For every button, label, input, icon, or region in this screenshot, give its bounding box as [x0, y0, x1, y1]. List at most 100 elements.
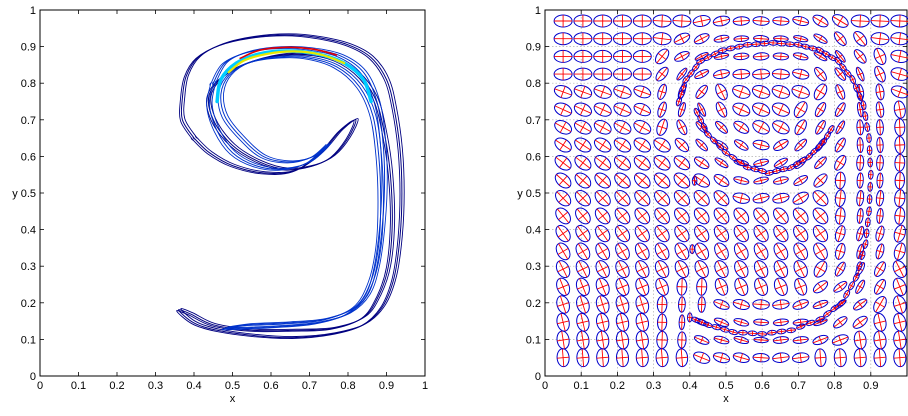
ellipse-minor-axis [825, 134, 830, 138]
metric-ellipse [694, 224, 710, 243]
ellipse-minor-axis [756, 211, 767, 221]
metric-ellipse [712, 352, 731, 364]
metric-ellipse [653, 172, 671, 189]
metric-ellipse [556, 330, 570, 350]
metric-ellipse [553, 84, 573, 99]
metric-ellipse [773, 224, 789, 243]
metric-ellipse [875, 83, 885, 101]
metric-ellipse [654, 189, 671, 207]
ellipse-minor-axis [779, 353, 782, 363]
metric-ellipse [864, 217, 871, 228]
ellipse-minor-axis [559, 157, 568, 168]
metric-ellipse [733, 176, 750, 185]
metric-ellipse [873, 312, 887, 332]
metric-ellipse [860, 100, 867, 111]
ellipse-minor-axis [720, 53, 723, 60]
ellipse-minor-axis [835, 197, 846, 200]
ellipse-minor-axis [799, 353, 802, 363]
metric-ellipse [793, 175, 809, 186]
ellipse-minor-axis [658, 139, 666, 151]
metric-ellipse [834, 261, 846, 277]
ellipse-minor-axis [894, 214, 905, 217]
ellipse-minor-axis [790, 327, 792, 333]
metric-ellipse [771, 102, 790, 117]
ellipse-outline [812, 207, 829, 225]
ellipse-minor-axis [818, 336, 823, 344]
x-tick-label: 0.6 [755, 380, 770, 392]
ellipse-outline [693, 207, 710, 225]
ellipse-outline [633, 137, 652, 153]
ellipse-minor-axis [638, 139, 646, 151]
ellipse-outline [752, 139, 770, 151]
metric-ellipse [654, 224, 670, 243]
metric-ellipse [732, 352, 750, 363]
metric-ellipse [615, 312, 630, 332]
metric-ellipse [696, 277, 708, 296]
ellipse-minor-axis [817, 125, 824, 130]
ellipse-minor-axis [861, 104, 866, 107]
metric-ellipse [615, 330, 630, 350]
plot-frame [544, 9, 908, 377]
ellipse-minor-axis [713, 51, 717, 57]
metric-ellipse [890, 32, 908, 46]
ellipse-minor-axis [821, 140, 826, 144]
ellipse-minor-axis [578, 157, 587, 168]
ellipse-minor-axis [844, 292, 849, 296]
metric-ellipse [831, 334, 849, 346]
metric-ellipse [575, 260, 591, 279]
metric-ellipse [713, 335, 730, 345]
metric-ellipse [556, 312, 570, 332]
ellipse-minor-axis [817, 107, 824, 112]
ellipse-minor-axis [836, 59, 841, 63]
metric-ellipse [813, 33, 828, 44]
metric-ellipse [713, 224, 730, 243]
ellipse-outline [677, 296, 686, 313]
ellipse-outline [634, 189, 651, 207]
metric-ellipse [694, 242, 710, 261]
x-tick-label: 0.4 [186, 380, 201, 392]
metric-ellipse [752, 352, 770, 363]
metric-ellipse [812, 14, 829, 28]
metric-ellipse [573, 32, 593, 46]
contour-line-mid [211, 45, 388, 329]
metric-ellipse [635, 312, 649, 332]
ellipse-minor-axis [893, 302, 906, 307]
ellipse-minor-axis [735, 247, 747, 255]
metric-ellipse [593, 119, 612, 135]
metric-ellipse [866, 133, 872, 144]
metric-ellipse [876, 119, 884, 136]
ellipse-minor-axis [818, 53, 823, 59]
ellipse-minor-axis [894, 126, 905, 129]
ellipse-minor-axis [657, 175, 667, 186]
metric-ellipse [864, 122, 871, 133]
metric-ellipse [753, 176, 769, 185]
ellipse-outline [713, 174, 730, 187]
ellipse-minor-axis [760, 299, 762, 310]
ellipse-outline [633, 155, 651, 171]
ellipse-minor-axis [817, 282, 824, 291]
contour-line-outer [178, 34, 403, 339]
ellipse-minor-axis [854, 86, 859, 90]
metric-ellipse [632, 32, 652, 46]
metric-ellipse [613, 137, 632, 153]
contour-line-outer [176, 35, 401, 340]
ellipse-minor-axis [557, 338, 570, 342]
metric-ellipse [673, 172, 691, 189]
ellipse-minor-axis [860, 254, 865, 257]
metric-ellipse [833, 316, 848, 329]
metric-ellipse [733, 52, 750, 61]
ellipse-outline [615, 312, 630, 332]
metric-ellipse [853, 30, 868, 47]
metric-ellipse [823, 310, 832, 318]
metric-ellipse [692, 15, 711, 27]
ellipse-outline [773, 207, 789, 225]
metric-ellipse [835, 84, 846, 100]
metric-ellipse [734, 139, 749, 151]
ellipse-outline [792, 207, 809, 225]
ellipse-minor-axis [849, 284, 854, 288]
ellipse-minor-axis [705, 132, 710, 137]
ellipse-minor-axis [719, 160, 724, 166]
ellipse-minor-axis [720, 69, 723, 79]
ellipse-minor-axis [738, 86, 744, 98]
metric-ellipse [771, 84, 791, 99]
